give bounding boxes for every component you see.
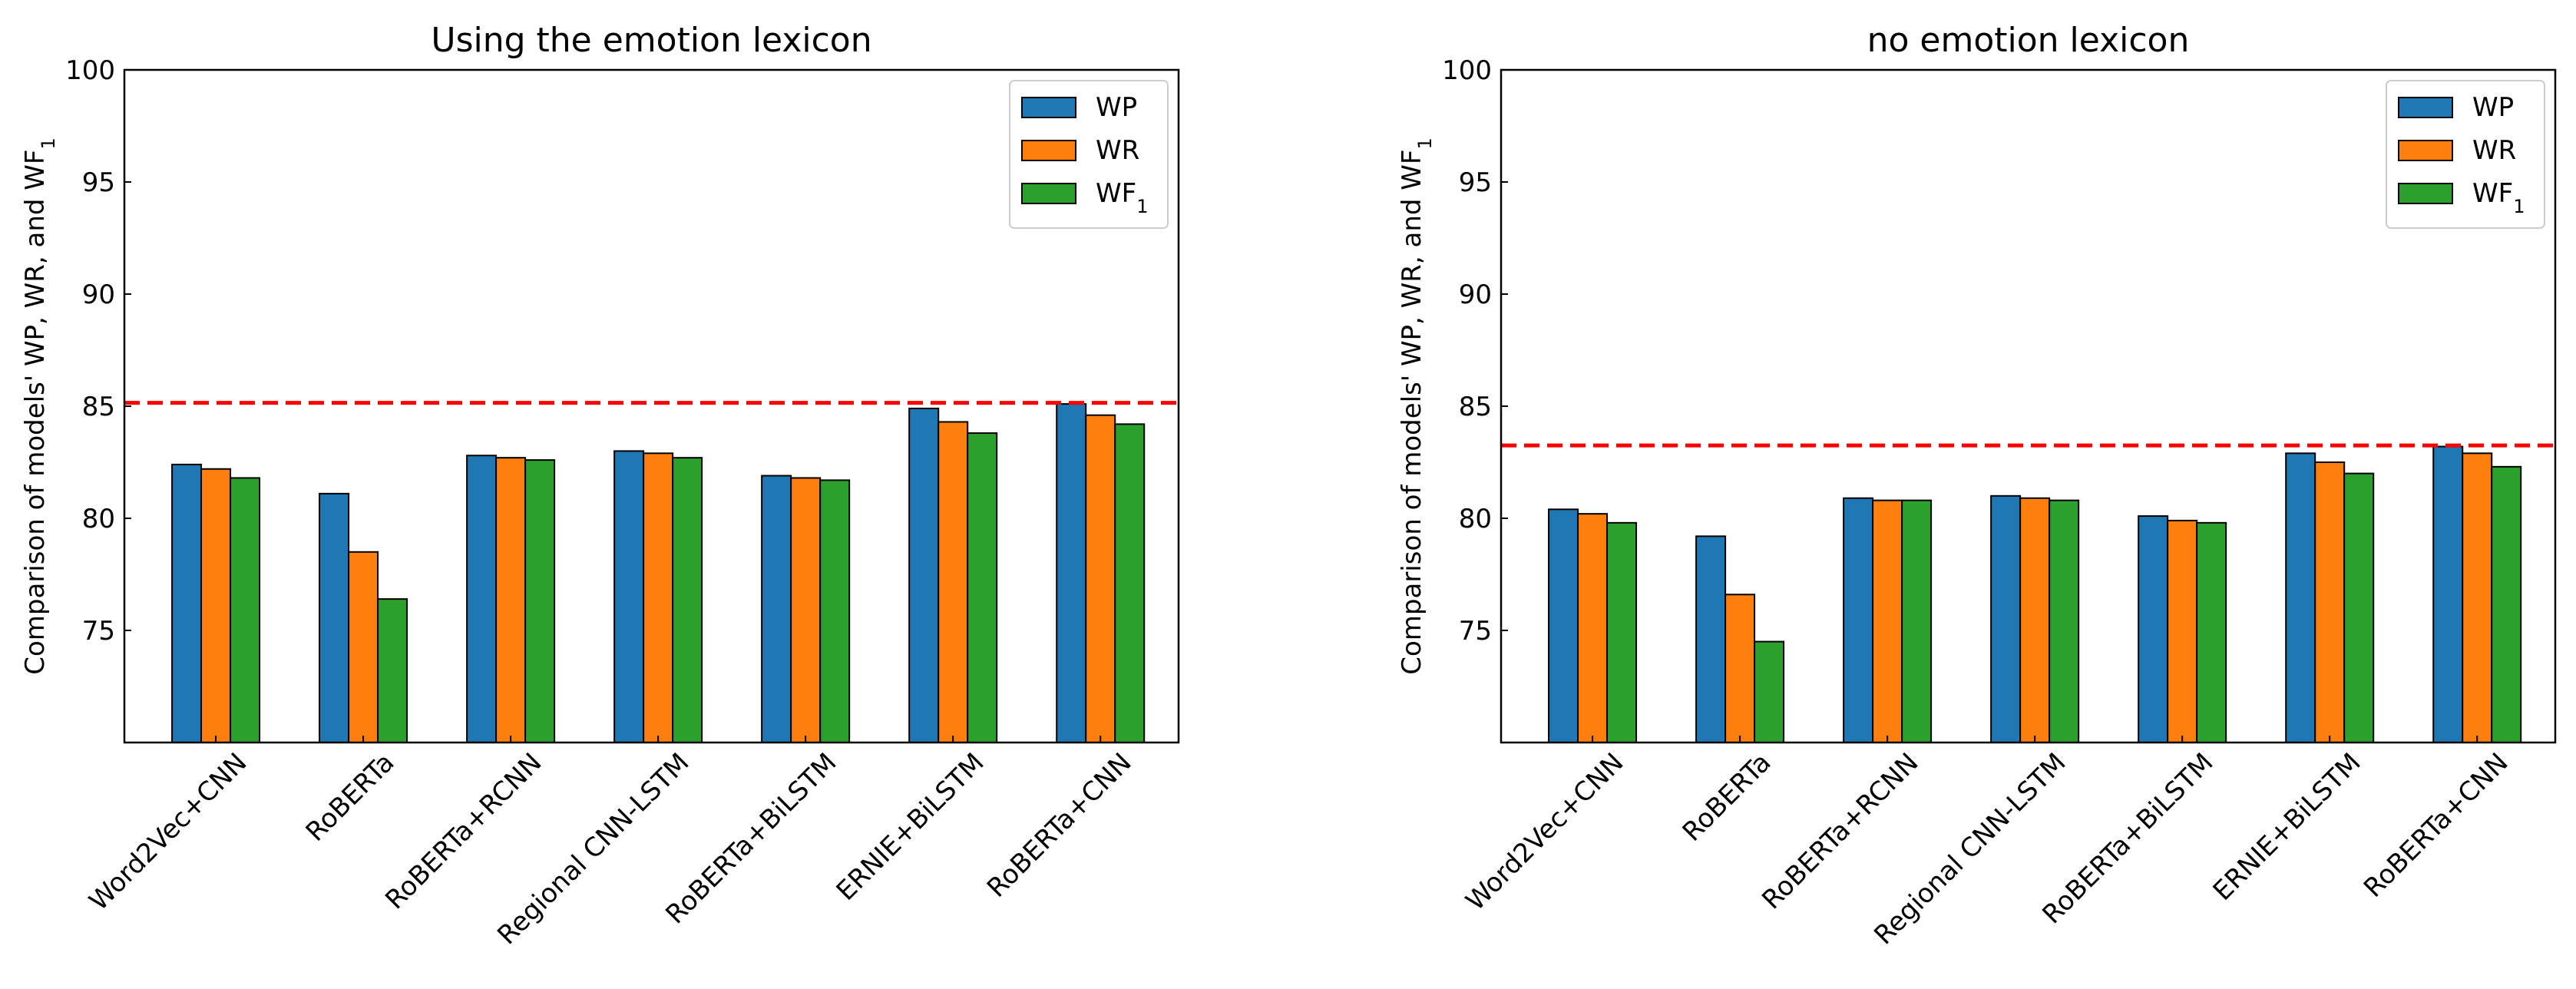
chart-title: Using the emotion lexicon bbox=[431, 21, 871, 60]
legend-swatch bbox=[2398, 140, 2453, 161]
bar-wr-2 bbox=[495, 457, 527, 743]
y-axis-label: Comparison of models' WP, WR, and WF1 bbox=[1397, 137, 1436, 675]
legend-label: WF1 bbox=[2472, 178, 2525, 217]
bar-wf-0 bbox=[230, 477, 261, 743]
x-category-label: ERNIE+BiLSTM bbox=[831, 747, 990, 907]
bar-wr-3 bbox=[2019, 497, 2051, 743]
bar-wp-3 bbox=[1990, 495, 2022, 743]
bar-wp-4 bbox=[761, 475, 792, 744]
bar-wp-3 bbox=[613, 450, 645, 744]
y-axis-label: Comparison of models' WP, WR, and WF1 bbox=[20, 137, 59, 675]
legend-label: WR bbox=[1096, 135, 1139, 166]
plot-frame bbox=[123, 68, 1180, 744]
y-tick-label: 95 bbox=[82, 167, 115, 198]
y-tick-label: 75 bbox=[1459, 616, 1492, 647]
bar-wf-1 bbox=[1754, 640, 1785, 743]
x-category-label: ERNIE+BiLSTM bbox=[2207, 747, 2367, 907]
bar-wf-4 bbox=[2196, 521, 2227, 744]
y-tick-label: 80 bbox=[1459, 504, 1492, 534]
bar-wr-4 bbox=[2167, 519, 2198, 743]
legend: WP WR WF1 bbox=[1009, 80, 1169, 229]
y-tick-label: 100 bbox=[65, 55, 115, 86]
bar-wp-1 bbox=[319, 492, 350, 743]
legend-swatch bbox=[1021, 97, 1076, 118]
bar-wp-0 bbox=[171, 463, 203, 743]
y-tick-label: 75 bbox=[82, 616, 115, 647]
bar-wp-2 bbox=[466, 455, 498, 743]
legend: WP WR WF1 bbox=[2386, 80, 2545, 229]
bar-wp-6 bbox=[2432, 445, 2464, 743]
bar-wr-4 bbox=[790, 477, 822, 743]
bar-wf-5 bbox=[967, 432, 998, 743]
legend-label: WR bbox=[2472, 135, 2516, 166]
x-category-label: Word2Vec+CNN bbox=[1460, 747, 1630, 917]
bar-wf-6 bbox=[2491, 465, 2522, 744]
x-category-label: Word2Vec+CNN bbox=[84, 747, 253, 917]
bar-wr-5 bbox=[2314, 461, 2346, 743]
bar-wp-1 bbox=[1695, 535, 1727, 743]
y-tick-label: 100 bbox=[1442, 55, 1492, 86]
bar-wr-2 bbox=[1872, 499, 1903, 743]
bar-wr-6 bbox=[1085, 414, 1116, 743]
bar-wf-2 bbox=[524, 459, 556, 744]
bar-wf-3 bbox=[2049, 499, 2080, 743]
bar-wr-0 bbox=[1577, 513, 1609, 743]
x-category-label: RoBERTa bbox=[300, 747, 401, 848]
x-category-label: RoBERTa+CNN bbox=[981, 747, 1138, 904]
bar-wp-4 bbox=[2138, 515, 2169, 744]
bar-wr-1 bbox=[1724, 594, 1756, 744]
bar-wp-0 bbox=[1548, 508, 1579, 743]
bar-wf-2 bbox=[1901, 499, 1933, 743]
bar-wf-1 bbox=[377, 598, 408, 743]
legend-label: WP bbox=[2472, 92, 2514, 123]
y-tick-label: 85 bbox=[1459, 392, 1492, 422]
bar-wp-5 bbox=[908, 407, 940, 743]
bar-wp-6 bbox=[1056, 403, 1087, 744]
legend-swatch bbox=[2398, 183, 2453, 204]
bar-wr-0 bbox=[200, 468, 232, 743]
legend-swatch bbox=[2398, 97, 2453, 118]
bar-wr-3 bbox=[643, 452, 674, 743]
legend-label: WP bbox=[1096, 92, 1137, 123]
y-tick-label: 80 bbox=[82, 504, 115, 534]
bar-wr-6 bbox=[2462, 452, 2493, 743]
chart-title: no emotion lexicon bbox=[1867, 21, 2190, 60]
bar-wf-6 bbox=[1114, 423, 1146, 743]
x-category-label: RoBERTa+RCNN bbox=[1756, 747, 1924, 915]
bar-wp-5 bbox=[2285, 452, 2316, 743]
legend-swatch bbox=[1021, 183, 1076, 204]
legend-swatch bbox=[1021, 140, 1076, 161]
y-tick-label: 90 bbox=[1459, 280, 1492, 310]
bar-wf-4 bbox=[819, 479, 851, 743]
y-tick-label: 90 bbox=[82, 280, 115, 310]
plot-frame bbox=[1500, 68, 2557, 744]
bar-wr-5 bbox=[937, 421, 969, 743]
x-category-label: RoBERTa bbox=[1677, 747, 1777, 848]
x-category-label: RoBERTa+RCNN bbox=[379, 747, 547, 915]
bar-wf-5 bbox=[2343, 472, 2375, 743]
x-category-label: RoBERTa+CNN bbox=[2358, 747, 2515, 904]
bar-wf-3 bbox=[672, 457, 703, 743]
y-tick-label: 95 bbox=[1459, 167, 1492, 198]
y-tick-label: 85 bbox=[82, 392, 115, 422]
bar-wf-0 bbox=[1606, 521, 1638, 744]
bar-wr-1 bbox=[348, 551, 379, 743]
chart-panel-1: Using the emotion lexicon Comparison of m… bbox=[20, 21, 1180, 951]
bar-wp-2 bbox=[1843, 497, 1874, 743]
chart-panel-2: no emotion lexicon Comparison of models' … bbox=[1397, 21, 2557, 951]
legend-label: WF1 bbox=[1096, 178, 1148, 217]
